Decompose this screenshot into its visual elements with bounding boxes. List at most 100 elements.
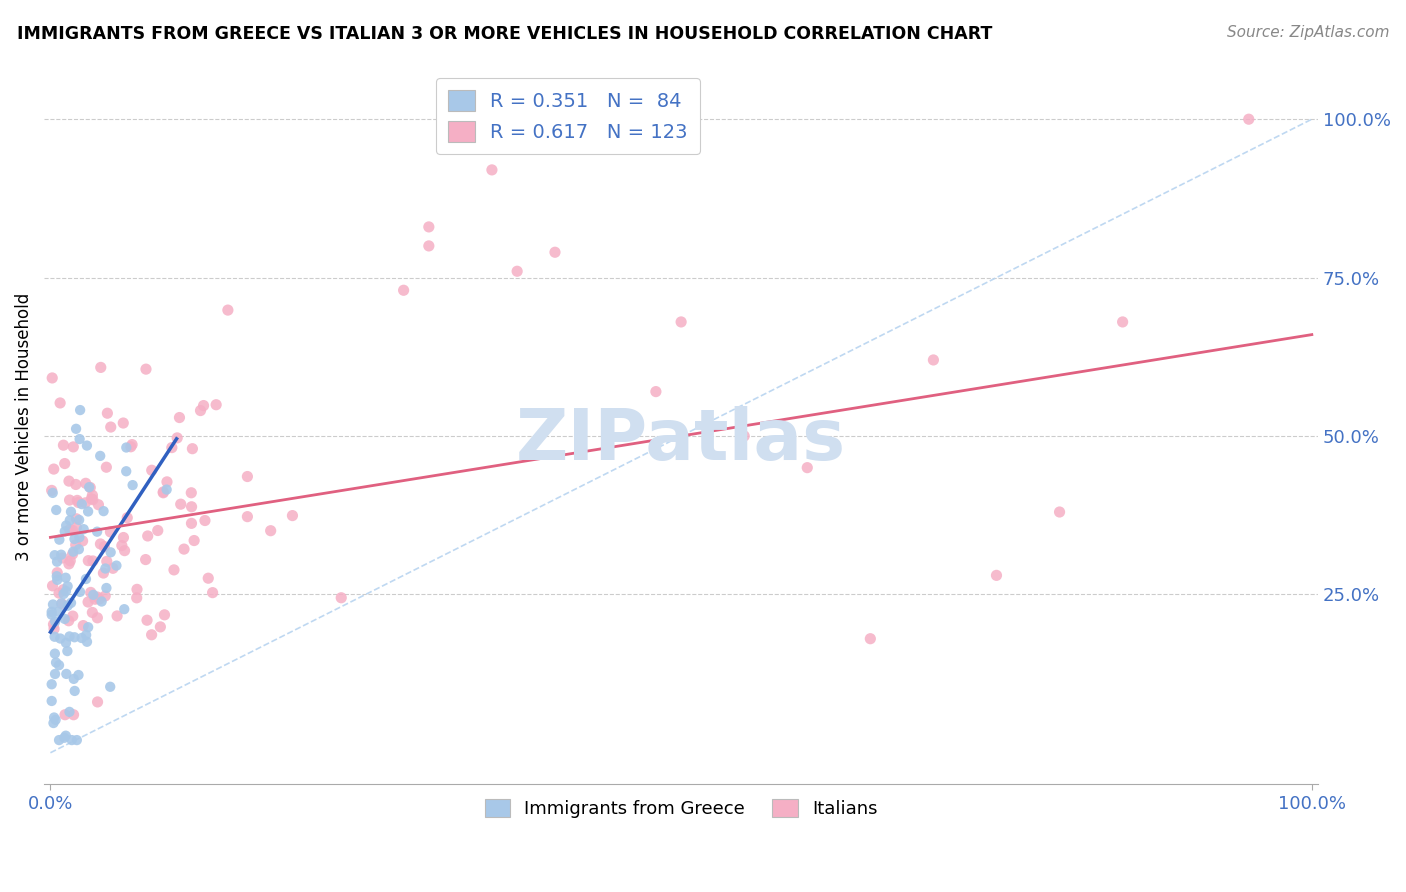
Point xyxy=(169,410,191,425)
Point xyxy=(44,630,66,644)
Legend: Immigrants from Greece, Italians: Immigrants from Greece, Italians xyxy=(478,792,884,825)
Point xyxy=(53,612,76,626)
Point xyxy=(135,552,157,566)
Point xyxy=(111,539,134,553)
Point xyxy=(112,531,135,545)
Point xyxy=(63,532,86,546)
Point xyxy=(51,548,73,562)
Point xyxy=(42,716,65,731)
Point xyxy=(52,582,75,597)
Point xyxy=(183,533,205,548)
Point xyxy=(62,547,84,561)
Point xyxy=(77,504,100,518)
Point xyxy=(93,504,115,518)
Point xyxy=(73,522,96,536)
Point xyxy=(669,315,692,329)
Point xyxy=(48,605,70,619)
Point xyxy=(136,613,159,627)
Point xyxy=(58,614,80,628)
Point xyxy=(55,518,77,533)
Point xyxy=(45,503,67,517)
Point xyxy=(173,542,195,557)
Point xyxy=(194,514,217,528)
Point xyxy=(141,463,163,477)
Y-axis label: 3 or more Vehicles in Household: 3 or more Vehicles in Household xyxy=(15,293,32,560)
Point xyxy=(55,729,77,743)
Point xyxy=(70,497,93,511)
Point xyxy=(392,283,415,297)
Point xyxy=(153,607,176,622)
Point xyxy=(42,462,65,476)
Point xyxy=(236,509,259,524)
Point xyxy=(46,566,69,580)
Point xyxy=(51,596,73,610)
Point xyxy=(44,615,66,629)
Point xyxy=(1049,505,1071,519)
Point xyxy=(217,303,239,318)
Point xyxy=(56,599,79,613)
Point xyxy=(180,500,202,514)
Point xyxy=(77,554,100,568)
Point xyxy=(481,162,503,177)
Point xyxy=(170,497,193,511)
Point xyxy=(96,406,118,420)
Point xyxy=(114,543,136,558)
Point xyxy=(96,554,118,568)
Point xyxy=(58,557,80,571)
Point xyxy=(67,495,90,509)
Point xyxy=(152,484,174,499)
Point xyxy=(75,496,97,510)
Point xyxy=(59,505,82,519)
Point xyxy=(70,631,93,645)
Point xyxy=(62,524,84,538)
Point xyxy=(75,476,97,491)
Point xyxy=(59,523,82,537)
Point xyxy=(58,474,80,488)
Point xyxy=(67,513,90,527)
Point xyxy=(51,597,73,611)
Point xyxy=(149,620,172,634)
Point xyxy=(48,533,70,547)
Point xyxy=(190,403,212,417)
Point xyxy=(79,481,101,495)
Point xyxy=(69,432,91,446)
Point xyxy=(53,524,76,539)
Point xyxy=(44,548,66,562)
Point xyxy=(94,589,117,603)
Point xyxy=(44,647,66,661)
Point xyxy=(121,478,143,492)
Point xyxy=(506,264,529,278)
Point xyxy=(100,545,122,559)
Text: IMMIGRANTS FROM GREECE VS ITALIAN 3 OR MORE VEHICLES IN HOUSEHOLD CORRELATION CH: IMMIGRANTS FROM GREECE VS ITALIAN 3 OR M… xyxy=(17,25,993,43)
Point xyxy=(62,672,84,686)
Point xyxy=(141,628,163,642)
Point xyxy=(82,488,104,502)
Point xyxy=(93,566,115,580)
Point xyxy=(180,485,202,500)
Point xyxy=(93,540,115,554)
Point xyxy=(76,634,98,648)
Point xyxy=(181,442,204,456)
Point xyxy=(112,416,135,430)
Point xyxy=(55,584,77,599)
Point xyxy=(112,602,135,616)
Point xyxy=(152,485,174,500)
Point xyxy=(796,460,818,475)
Point xyxy=(156,475,179,489)
Point xyxy=(49,632,72,646)
Point xyxy=(77,620,100,634)
Point xyxy=(117,510,139,524)
Point xyxy=(63,630,86,644)
Point xyxy=(46,555,69,569)
Point xyxy=(100,420,122,434)
Point xyxy=(197,571,219,585)
Point xyxy=(56,644,79,658)
Point xyxy=(1237,112,1260,127)
Point xyxy=(82,554,104,568)
Point xyxy=(67,668,90,682)
Point xyxy=(48,733,70,747)
Point xyxy=(115,464,138,478)
Point xyxy=(41,579,63,593)
Point xyxy=(82,588,104,602)
Point xyxy=(135,362,157,376)
